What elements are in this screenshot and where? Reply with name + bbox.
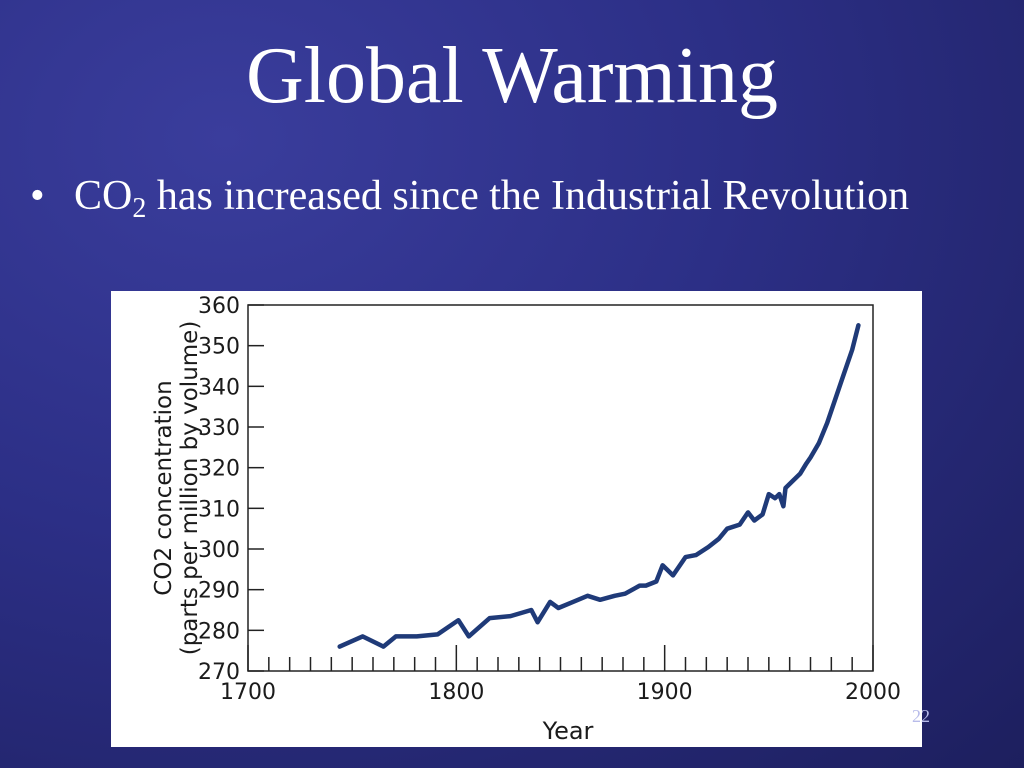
x-tick-label: 1700 bbox=[220, 680, 276, 705]
x-tick-label: 1800 bbox=[428, 680, 484, 705]
y-tick-label: 270 bbox=[198, 660, 240, 685]
y-tick-label: 280 bbox=[198, 619, 240, 644]
y-tick-label: 340 bbox=[198, 375, 240, 400]
x-axis-label: Year bbox=[542, 717, 594, 745]
x-tick-label: 1900 bbox=[637, 680, 693, 705]
page-number: 22 bbox=[912, 706, 930, 726]
y-tick-label: 360 bbox=[198, 294, 240, 319]
y-tick-label: 310 bbox=[198, 497, 240, 522]
y-tick-label: 330 bbox=[198, 416, 240, 441]
co2-series-line bbox=[337, 323, 861, 649]
bullet-subscript: 2 bbox=[132, 193, 147, 224]
y-axis-label-units: (parts per million by volume) bbox=[177, 321, 203, 656]
y-tick-label: 350 bbox=[198, 335, 240, 360]
x-tick-label: 2000 bbox=[845, 680, 901, 705]
plot-frame bbox=[247, 304, 874, 672]
co2-chart-svg: 1700 1800 1900 2000 270 280 290 300 310 320 330 340… bbox=[151, 294, 901, 745]
bullet-text-prefix: CO bbox=[74, 173, 133, 219]
bullet-text: has increased since the Industrial Revol… bbox=[146, 173, 910, 219]
bullet-dot: • bbox=[30, 173, 45, 219]
y-tick-label: 320 bbox=[198, 457, 240, 482]
bullet-point: • CO2 has increased since the Industrial … bbox=[30, 168, 909, 237]
y-axis-label: CO2 concentration bbox=[151, 380, 177, 595]
y-tick-label: 300 bbox=[198, 538, 240, 563]
co2-chart: 1700 1800 1900 2000 270 280 290 300 310 320 330 340… bbox=[111, 291, 922, 747]
y-tick-label: 290 bbox=[198, 579, 240, 604]
slide-title: Global Warming bbox=[246, 32, 778, 120]
